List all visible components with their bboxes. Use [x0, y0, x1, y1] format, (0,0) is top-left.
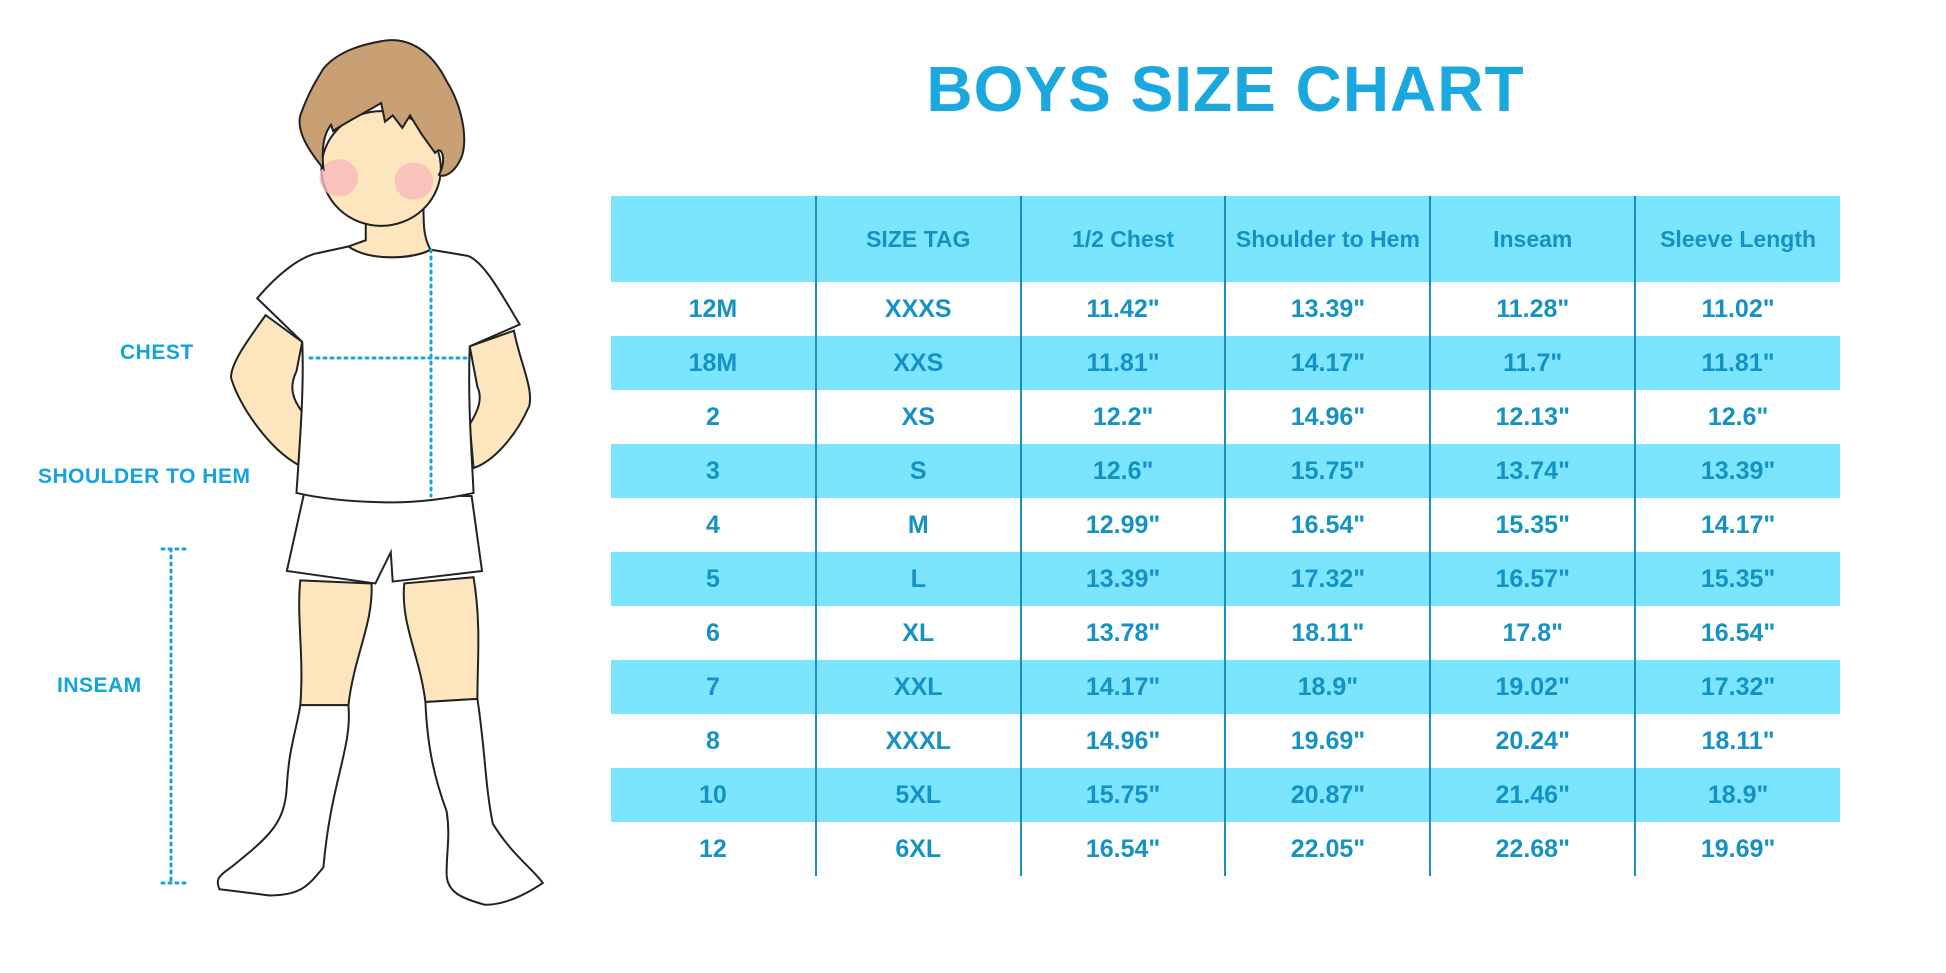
table-cell: 12.6" — [1019, 444, 1226, 498]
table-cell: 4 — [705, 510, 720, 539]
table-cell: 10 — [611, 768, 816, 822]
table-cell: 13.78" — [1019, 606, 1226, 660]
table-cell: 13.39" — [1224, 282, 1431, 336]
boy-measurement-illustration — [160, 0, 600, 973]
table-row: 12 6XL 16.54" 22.05" 22.68" 19.69" — [611, 822, 1840, 876]
table-cell: 7 — [611, 660, 816, 714]
table-row: 3 S 12.6" 15.75" 13.74" 13.39" — [611, 444, 1840, 498]
column-header: 1/2 Chest — [1019, 196, 1226, 282]
table-cell: XXL — [814, 660, 1021, 714]
table-row: 10 5XL 15.75" 20.87" 21.46" 18.9" — [611, 768, 1840, 822]
table-cell: XS — [814, 390, 1021, 444]
table-row: 18M XXS 11.81" 14.17" 11.7" 11.81" — [611, 336, 1840, 390]
table-cell: 17.32" — [1634, 660, 1840, 714]
table-cell: 13.74" — [1429, 444, 1636, 498]
table-row: 2 XS 12.2" 14.96" 12.13" 12.6" — [611, 390, 1840, 444]
table-cell: 19.02" — [1429, 660, 1636, 714]
size-chart-table: SIZE TAG 1/2 Chest Shoulder to Hem Inseam Sl… — [611, 196, 1840, 876]
table-cell: 18M — [611, 336, 816, 390]
table-cell: 22.05" — [1224, 822, 1431, 876]
table-cell: 12.13" — [1429, 390, 1636, 444]
inseam-label: INSEAM — [57, 674, 142, 697]
table-row: 8 XXXL 14.96" 19.69" 20.24" 18.11" — [611, 714, 1840, 768]
table-row: 7 XXL 14.17" 18.9" 19.02" 17.32" — [611, 660, 1840, 714]
table-cell: 14.17" — [1634, 498, 1840, 552]
table-cell: 16.54" — [1634, 606, 1840, 660]
column-header: Shoulder to Hem — [1224, 196, 1431, 282]
table-cell: 3 — [611, 444, 816, 498]
table-cell: 11.81" — [1019, 336, 1226, 390]
column-header — [611, 196, 816, 282]
table-cell: 18.11" — [1634, 714, 1840, 768]
table-row: 12M XXXS 11.42" 13.39" 11.28" 11.02" — [611, 282, 1840, 336]
table-cell: 21.46" — [1429, 768, 1636, 822]
column-header: Sleeve Length — [1634, 196, 1840, 282]
table-cell: 11.02" — [1634, 282, 1840, 336]
table-cell: 12M — [688, 294, 738, 323]
table-cell: S — [814, 444, 1021, 498]
table-cell: 16.57" — [1429, 552, 1636, 606]
table-cell: XXXL — [814, 714, 1021, 768]
table-cell: 17.32" — [1224, 552, 1431, 606]
table-cell: 6XL — [814, 822, 1021, 876]
table-cell: 15.75" — [1224, 444, 1431, 498]
table-cell: XL — [814, 606, 1021, 660]
table-cell: 15.35" — [1634, 552, 1840, 606]
table-row: 4 M 12.99" 16.54" 15.35" 14.17" — [611, 498, 1840, 552]
table-cell: L — [814, 552, 1021, 606]
table-cell: 18.11" — [1224, 606, 1431, 660]
table-cell: 16.54" — [1224, 498, 1431, 552]
table-cell: 22.68" — [1429, 822, 1636, 876]
table-cell: 11.81" — [1634, 336, 1840, 390]
table-cell: XXS — [814, 336, 1021, 390]
table-cell: 15.35" — [1429, 498, 1636, 552]
chest-label: CHEST — [120, 341, 194, 364]
table-cell: 12.2" — [1019, 390, 1226, 444]
table-row: 5 L 13.39" 17.32" 16.57" 15.35" — [611, 552, 1840, 606]
table-cell: 19.69" — [1634, 822, 1840, 876]
table-cell: 20.87" — [1224, 768, 1431, 822]
page-title: BOYS SIZE CHART — [926, 53, 1525, 125]
table-row: 6 XL 13.78" 18.11" 17.8" 16.54" — [611, 606, 1840, 660]
table-cell: 12 — [699, 834, 727, 863]
column-header: SIZE TAG — [814, 196, 1021, 282]
table-cell: 20.24" — [1429, 714, 1636, 768]
table-cell: 18.9" — [1634, 768, 1840, 822]
table-cell: 18.9" — [1224, 660, 1431, 714]
table-cell: M — [814, 498, 1021, 552]
table-cell: 16.54" — [1019, 822, 1226, 876]
table-cell: 17.8" — [1429, 606, 1636, 660]
table-cell: 11.42" — [1019, 282, 1226, 336]
table-cell: XXXS — [814, 282, 1021, 336]
shoulder-to-hem-label: SHOULDER TO HEM — [38, 465, 251, 488]
table-cell: 6 — [705, 618, 720, 647]
column-header: Inseam — [1429, 196, 1636, 282]
table-cell: 2 — [705, 402, 720, 431]
table-cell: 13.39" — [1634, 444, 1840, 498]
table-cell: 19.69" — [1224, 714, 1431, 768]
table-cell: 8 — [705, 726, 720, 755]
table-cell: 14.96" — [1019, 714, 1226, 768]
table-cell: 13.39" — [1019, 552, 1226, 606]
table-cell: 14.96" — [1224, 390, 1431, 444]
table-cell: 5XL — [814, 768, 1021, 822]
table-cell: 12.6" — [1634, 390, 1840, 444]
table-cell: 12.99" — [1019, 498, 1226, 552]
table-cell: 11.7" — [1429, 336, 1636, 390]
table-cell: 14.17" — [1019, 660, 1226, 714]
table-cell: 5 — [611, 552, 816, 606]
table-cell: 14.17" — [1224, 336, 1431, 390]
table-cell: 11.28" — [1429, 282, 1636, 336]
table-cell: 15.75" — [1019, 768, 1226, 822]
